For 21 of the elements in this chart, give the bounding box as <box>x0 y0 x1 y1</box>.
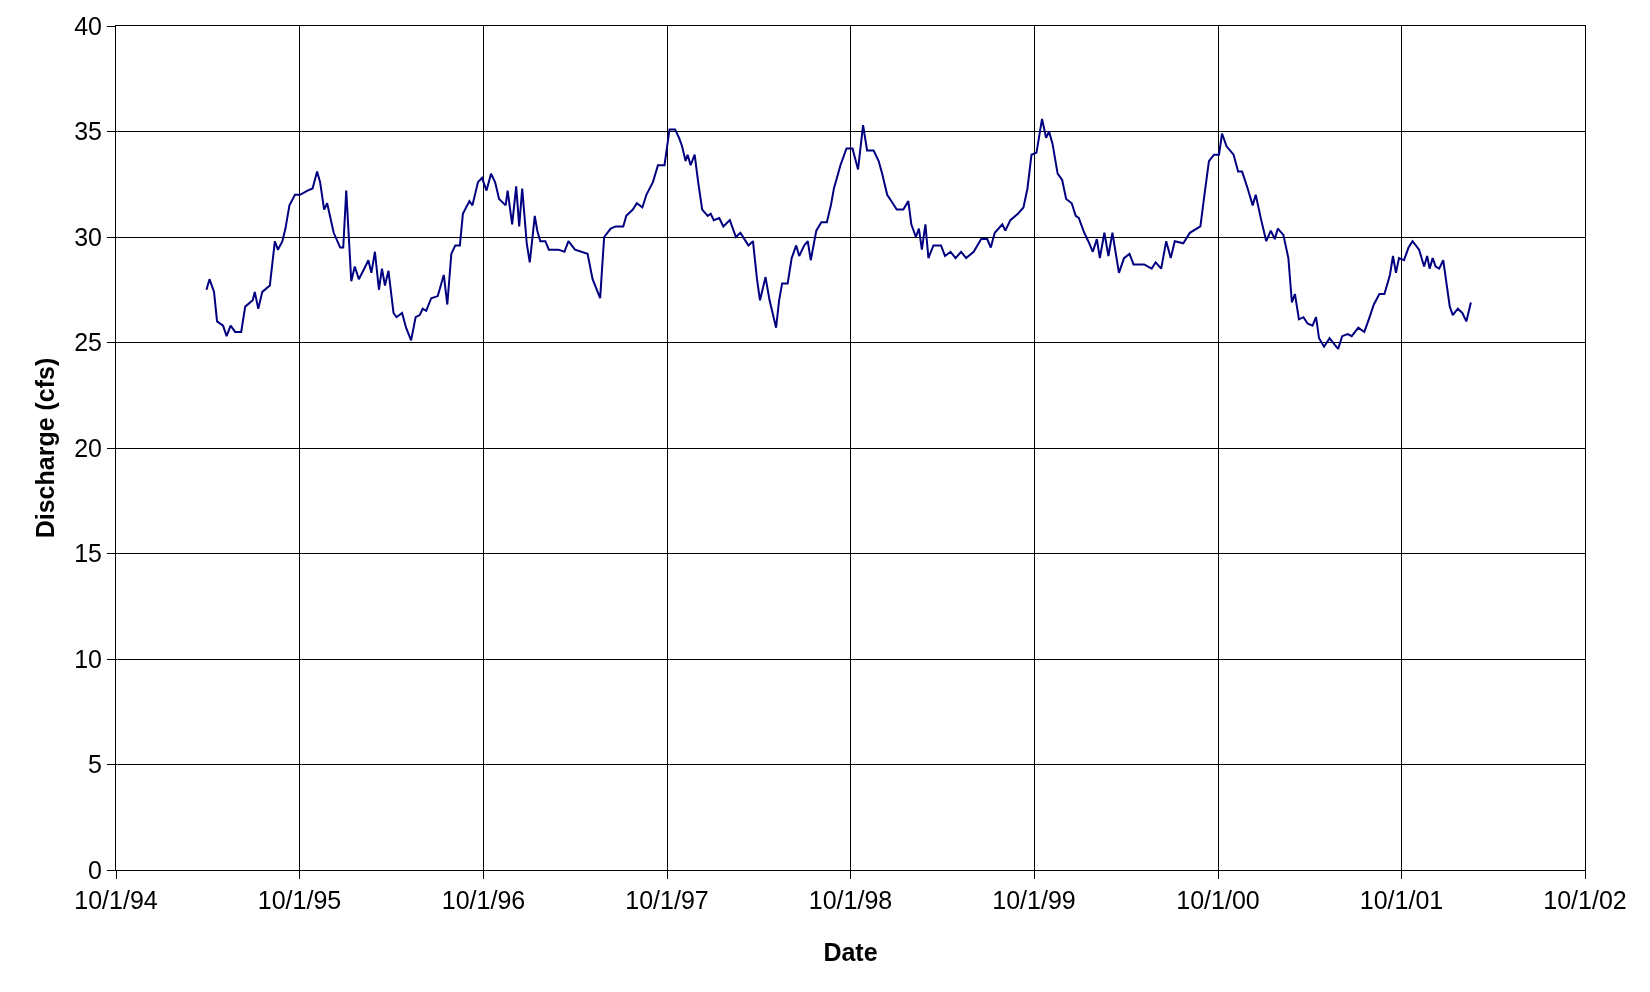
x-tick-label: 10/1/96 <box>441 886 526 914</box>
x-tick-label: 10/1/01 <box>1359 886 1444 914</box>
y-tick-label: 20 <box>74 433 102 462</box>
x-tick-label: 10/1/94 <box>74 886 158 914</box>
x-axis-title: Date <box>823 938 878 966</box>
y-tick-label: 40 <box>74 11 102 40</box>
y-tick-label: 5 <box>88 750 102 779</box>
x-tick-label: 10/1/98 <box>808 886 893 914</box>
y-tick-label: 25 <box>74 328 102 357</box>
x-tick-label: 10/1/97 <box>625 886 709 914</box>
y-tick-label: 35 <box>74 117 102 146</box>
x-tick-label: 10/1/95 <box>257 886 342 914</box>
y-axis-title: Discharge (cfs) <box>30 357 59 539</box>
x-tick-label: 10/1/00 <box>1176 886 1260 914</box>
x-tick-label: 10/1/99 <box>992 886 1076 914</box>
y-tick-label: 0 <box>88 855 102 884</box>
y-tick-label: 30 <box>74 222 102 251</box>
line-series <box>205 117 1472 350</box>
x-tick-label: 10/1/02 <box>1543 886 1627 914</box>
y-tick-label: 10 <box>74 644 102 673</box>
y-tick-label: 15 <box>74 539 102 568</box>
